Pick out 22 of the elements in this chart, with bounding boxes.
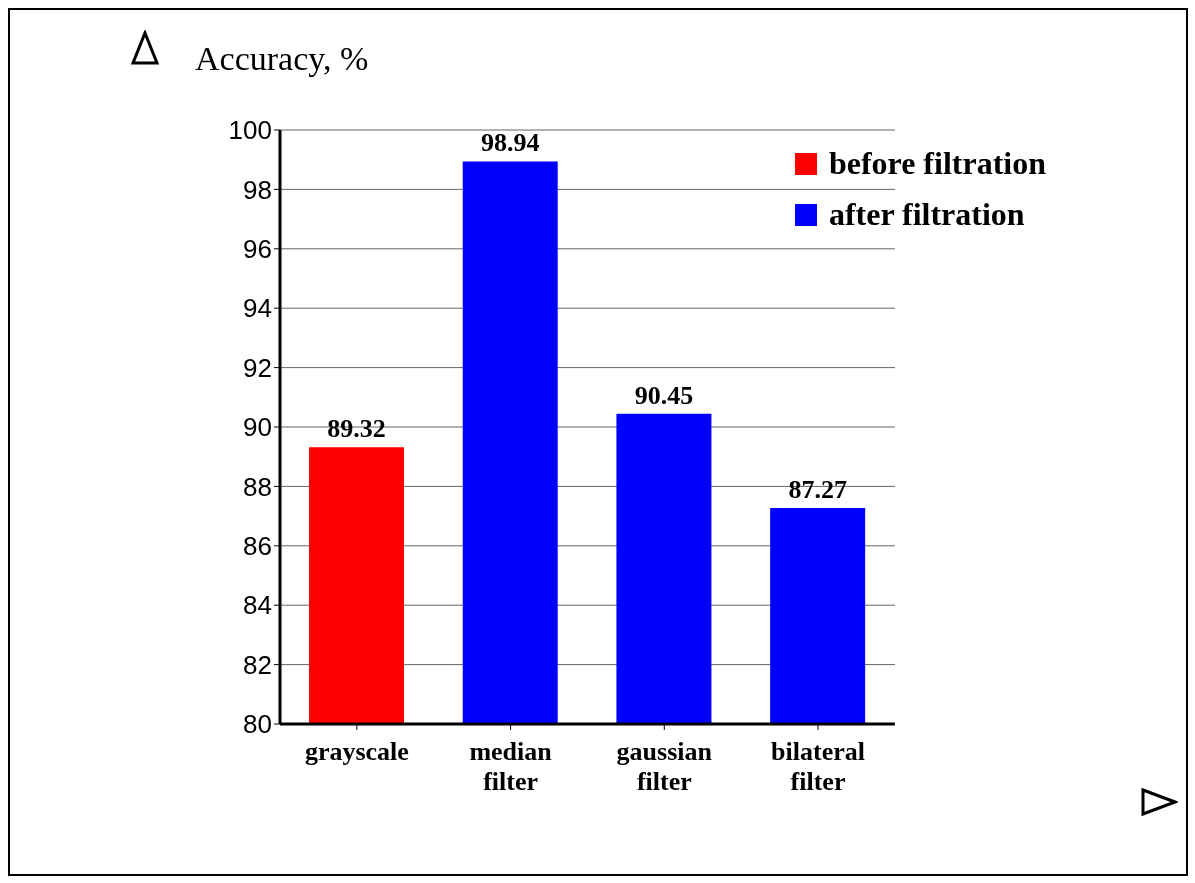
y-tick-label: 94 (243, 293, 272, 324)
y-tick-label: 80 (243, 709, 272, 740)
y-tick-label: 84 (243, 590, 272, 621)
y-axis-title: Accuracy, % (195, 40, 369, 78)
y-tick-label: 96 (243, 234, 272, 265)
y-tick-label: 100 (228, 115, 272, 146)
x-tick-label: gaussian filter (616, 737, 713, 796)
data-label: 87.27 (788, 475, 847, 505)
y-tick-label: 90 (243, 412, 272, 443)
y-tick-label: 98 (243, 174, 272, 205)
y-tick-label: 82 (243, 649, 272, 680)
data-label: 89.32 (327, 414, 386, 444)
y-tick-label: 86 (243, 531, 272, 562)
data-label: 98.94 (480, 128, 540, 158)
data-label: 90.45 (634, 380, 694, 410)
y-tick-label: 88 (243, 471, 272, 502)
legend-label: before filtration (828, 145, 1046, 182)
legend-label: after filtration (828, 196, 1025, 233)
x-tick-label: grayscale (304, 737, 409, 766)
x-tick-label: median filter (469, 737, 553, 796)
x-tick-label: bilateral filter (771, 737, 865, 796)
y-tick-label: 92 (243, 352, 272, 383)
